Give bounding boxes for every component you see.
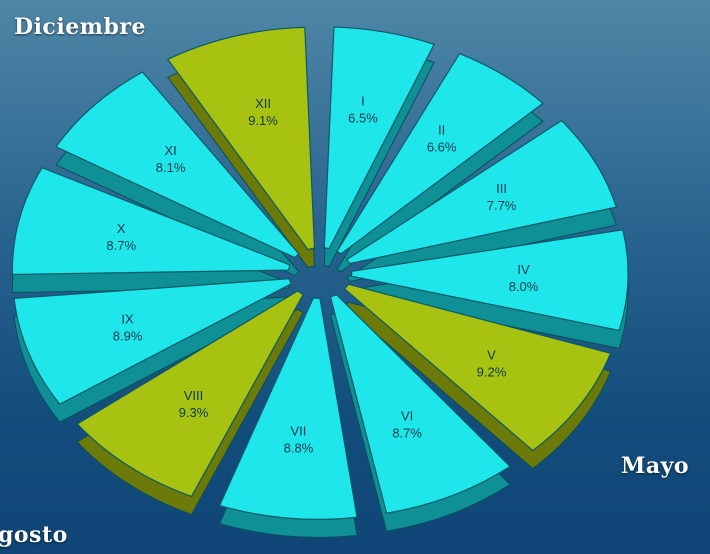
slice-value-label-XII: 9.1% (248, 113, 278, 128)
slice-category-label-IX: IX (121, 312, 134, 327)
slice-category-label-VII: VII (291, 424, 307, 439)
callout-may: Mayo (621, 453, 690, 479)
slice-tops (11, 26, 629, 520)
slice-category-label-V: V (487, 347, 496, 362)
slice-value-label-I: 6.5% (348, 110, 378, 125)
slice-I (323, 26, 435, 250)
slice-value-label-VII: 8.8% (284, 441, 314, 456)
slice-category-label-VI: VI (401, 408, 413, 423)
slice-XII (166, 26, 316, 251)
slice-value-label-II: 6.6% (427, 140, 457, 155)
slice-IX (13, 278, 293, 405)
slice-category-label-IV: IV (517, 262, 530, 277)
slice-value-label-VIII: 9.3% (179, 405, 209, 420)
slice-IV (350, 229, 629, 332)
slice-value-label-IV: 8.0% (509, 279, 539, 294)
callout-august: gosto (0, 522, 68, 548)
slice-VII (218, 297, 358, 520)
slice-V (343, 283, 612, 452)
slice-value-label-III: 7.7% (487, 198, 517, 213)
slice-category-label-I: I (361, 93, 365, 108)
slice-VIII (76, 290, 304, 498)
slice-category-label-VIII: VIII (184, 388, 204, 403)
slice-category-label-II: II (438, 123, 445, 138)
slice-II (336, 52, 544, 255)
slice-value-label-XI: 8.1% (156, 160, 186, 175)
slice-value-label-VI: 8.7% (392, 425, 422, 440)
slice-value-label-X: 8.7% (106, 238, 136, 253)
slice-VI (329, 294, 512, 514)
slice-value-label-V: 9.2% (477, 364, 507, 379)
slice-III (346, 119, 618, 265)
slice-category-label-III: III (496, 181, 507, 196)
slice-category-label-X: X (117, 221, 126, 236)
slice-X (11, 167, 291, 276)
slice-XI (55, 71, 300, 259)
callout-december: Diciembre (14, 14, 146, 40)
slice-value-label-IX: 8.9% (113, 329, 143, 344)
slice-category-label-XII: XII (255, 96, 271, 111)
slice-labels: I 6.5% II 6.6% III 7.7% IV 8.0% V 9.2% VI 8.7% VII 8.… (106, 93, 538, 455)
slice-category-label-XI: XI (164, 143, 176, 158)
